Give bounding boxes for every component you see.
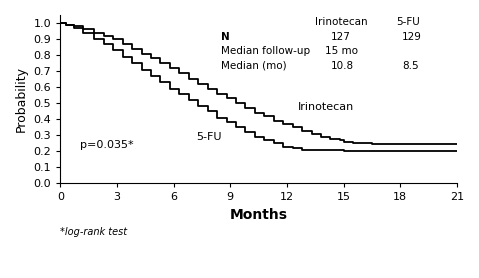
Text: 5-FU: 5-FU bbox=[196, 132, 222, 142]
Text: 5-FU: 5-FU bbox=[397, 18, 420, 28]
Text: Median (mo): Median (mo) bbox=[221, 61, 286, 71]
Text: 8.5: 8.5 bbox=[402, 61, 419, 71]
Text: 129: 129 bbox=[402, 32, 422, 42]
X-axis label: Months: Months bbox=[229, 208, 287, 222]
Text: *log-rank test: *log-rank test bbox=[60, 227, 127, 237]
Text: N: N bbox=[221, 32, 229, 42]
Y-axis label: Probability: Probability bbox=[15, 66, 28, 132]
Text: 15 mo: 15 mo bbox=[325, 46, 358, 56]
Text: p=0.035*: p=0.035* bbox=[80, 140, 134, 150]
Text: 10.8: 10.8 bbox=[331, 61, 354, 71]
Text: Irinotecan: Irinotecan bbox=[315, 18, 368, 28]
Text: 127: 127 bbox=[331, 32, 350, 42]
Text: Median follow-up: Median follow-up bbox=[221, 46, 310, 56]
Text: Irinotecan: Irinotecan bbox=[298, 102, 354, 112]
